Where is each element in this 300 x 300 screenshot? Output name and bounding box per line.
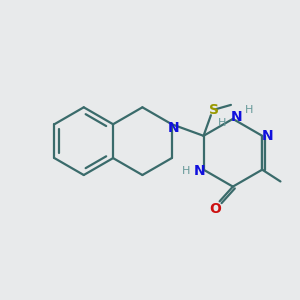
Text: H: H xyxy=(218,118,226,128)
Text: N: N xyxy=(262,129,273,143)
Text: O: O xyxy=(209,202,221,216)
Text: N: N xyxy=(231,110,242,124)
Text: N: N xyxy=(167,121,179,135)
Text: S: S xyxy=(209,103,219,117)
Text: H: H xyxy=(245,105,253,115)
Text: N: N xyxy=(194,164,206,178)
Text: H: H xyxy=(182,166,190,176)
